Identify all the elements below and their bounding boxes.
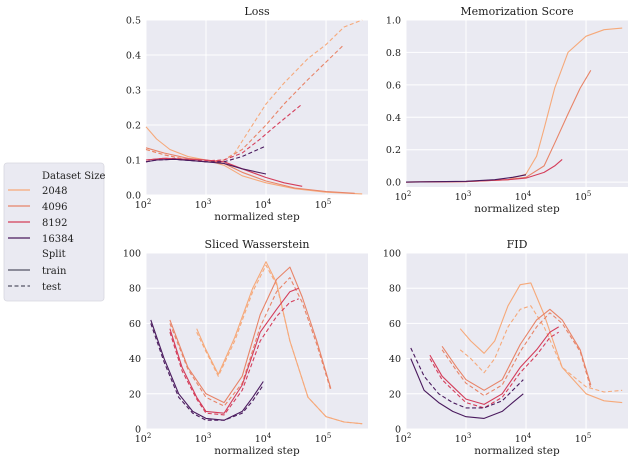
y-tick-label: 20 [129,389,141,400]
x-tick-label: 104 [515,190,532,203]
x-tick-label: 105 [315,198,332,211]
series-line-2048-test [459,305,623,393]
plot-area [146,20,368,195]
series-line-16384-train [410,358,524,419]
series-line-2048-test [145,19,363,163]
y-tick-label: 1.0 [386,16,401,27]
y-tick-label: 80 [389,284,401,295]
x-axis-label: normalized step [214,445,300,457]
legend-size-title: Dataset Size [42,171,106,182]
series-line-16384-train [405,174,527,183]
x-tick-label: 104 [255,198,272,211]
y-tick-label: 0.4 [386,113,401,124]
chart-title: Sliced Wasserstein [205,238,310,251]
y-tick-label: 0.0 [126,191,141,202]
y-tick-label: 0.3 [126,86,141,97]
chart-panel-2: 0 20 40 60 80 100 102 103 104 105 Sliced Wasserste… [123,238,368,457]
x-tick-label: 103 [455,432,472,445]
legend-label-8192: 8192 [42,218,67,229]
chart-title: FID [507,238,528,251]
y-tick-label: 0.8 [386,48,401,59]
x-axis-label: normalized step [474,445,560,457]
series-line-16384-test [150,323,264,421]
y-tick-label: 0.2 [126,121,141,132]
x-tick-label: 105 [575,190,592,203]
series-line-16384-train [150,319,264,421]
x-tick-label: 102 [135,432,152,445]
legend-box [3,162,105,302]
y-tick-label: 40 [129,354,141,365]
series-line-4096-test [145,44,345,163]
y-tick-label: 40 [389,354,401,365]
y-tick-label: 0.0 [386,178,401,189]
y-tick-label: 0.4 [126,51,141,62]
chart-panel-1: 0.0 0.2 0.4 0.6 0.8 1.0 102 103 104 105 Memorizati… [386,5,628,215]
series-line-8192-train [429,326,559,405]
chart-panel-3: 0 20 40 60 80 100 102 103 104 105 FID normalized st… [383,238,628,457]
legend-label-2048: 2048 [42,186,67,197]
legend: Dataset Size 2048 4096 8192 16384 Split … [3,162,106,302]
legend-label-train: train [42,266,67,277]
x-axis-label: normalized step [474,203,560,215]
series-line-4096-train [441,308,592,391]
y-tick-label: 100 [383,249,401,260]
series-line-2048-test [196,264,363,425]
series-line-2048-train [145,126,363,195]
series-line-16384-test [145,145,267,163]
y-tick-label: 60 [389,319,401,330]
x-tick-label: 103 [195,198,212,211]
legend-label-4096: 4096 [42,202,67,213]
x-tick-label: 102 [395,190,412,203]
series-line-8192-test [429,331,559,409]
y-tick-label: 100 [123,249,141,260]
legend-split-title: Split [42,249,66,260]
x-axis-label: normalized step [214,211,300,223]
y-tick-label: 20 [389,389,401,400]
series-line-4096-train [169,266,332,404]
chart-title: Memorization Score [460,5,573,18]
chart-panel-0: 0.0 0.1 0.2 0.3 0.4 0.5 102 103 104 105 Loss normal… [126,5,368,223]
series-line-8192-test [169,298,299,416]
series-line-4096-train [145,147,355,194]
legend-label-16384: 16384 [42,234,74,245]
x-tick-label: 104 [255,432,272,445]
y-tick-label: 0 [135,425,141,436]
x-tick-label: 102 [395,432,412,445]
x-tick-label: 102 [135,198,152,211]
series-line-4096-test [441,312,592,397]
x-tick-label: 104 [515,432,532,445]
plots-group: 0.0 0.1 0.2 0.3 0.4 0.5 102 103 104 105 Loss normal… [123,5,628,457]
x-tick-label: 105 [575,432,592,445]
series-line-2048-train [459,282,623,404]
x-tick-label: 103 [455,190,472,203]
series-line-16384-test [410,347,524,409]
series-line-4096-test [169,277,332,407]
x-tick-label: 103 [195,432,212,445]
y-tick-label: 80 [129,284,141,295]
y-tick-label: 0.6 [386,80,401,91]
x-tick-label: 105 [315,432,332,445]
y-tick-label: 0.2 [386,145,401,156]
legend-label-test: test [42,282,61,293]
plot-area [406,20,628,187]
series-line-8192-train [169,287,299,414]
y-tick-label: 60 [129,319,141,330]
chart-title: Loss [244,5,270,18]
y-tick-label: 0 [395,425,401,436]
y-tick-label: 0.5 [126,16,141,27]
series-line-8192-test [145,103,303,162]
y-tick-label: 0.1 [126,156,141,167]
